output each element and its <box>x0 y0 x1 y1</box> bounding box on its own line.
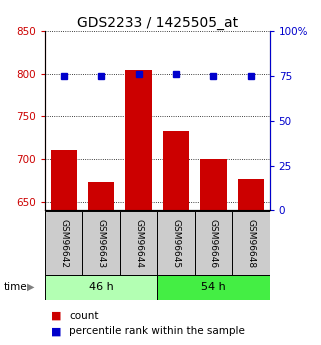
Text: GSM96645: GSM96645 <box>171 219 180 268</box>
Text: time: time <box>3 282 27 292</box>
Text: GSM96642: GSM96642 <box>59 219 68 268</box>
Bar <box>157 275 270 299</box>
Text: count: count <box>69 311 99 321</box>
Bar <box>51 150 77 210</box>
Text: ■: ■ <box>51 311 62 321</box>
Bar <box>195 211 232 275</box>
Text: ▶: ▶ <box>27 282 35 292</box>
Text: 46 h: 46 h <box>89 282 114 292</box>
Text: GSM96648: GSM96648 <box>247 219 256 268</box>
Bar <box>82 211 120 275</box>
Text: percentile rank within the sample: percentile rank within the sample <box>69 326 245 336</box>
Bar <box>157 211 195 275</box>
Bar <box>88 182 114 210</box>
Text: ■: ■ <box>51 326 62 336</box>
Text: GSM96644: GSM96644 <box>134 219 143 268</box>
Text: GSM96643: GSM96643 <box>97 219 106 268</box>
Bar <box>163 131 189 210</box>
Bar <box>126 70 152 210</box>
Text: GSM96646: GSM96646 <box>209 219 218 268</box>
Bar <box>45 275 157 299</box>
Bar <box>120 211 157 275</box>
Bar <box>232 211 270 275</box>
Bar <box>238 179 264 210</box>
Bar <box>200 159 227 210</box>
Text: 54 h: 54 h <box>201 282 226 292</box>
Title: GDS2233 / 1425505_at: GDS2233 / 1425505_at <box>77 16 238 30</box>
Bar <box>45 211 82 275</box>
